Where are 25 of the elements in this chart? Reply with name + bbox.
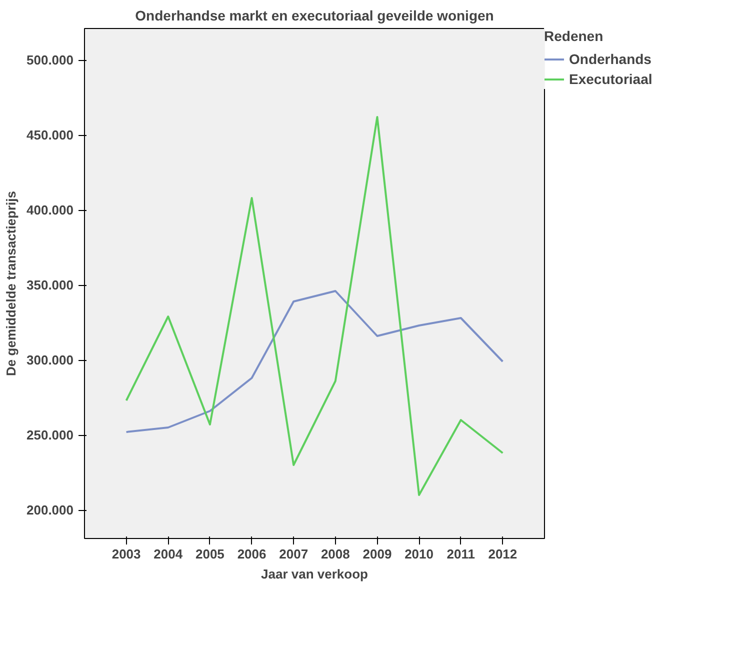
x-tick-label: 2005 [195, 546, 224, 562]
legend-title: Redenen [544, 28, 604, 44]
y-axis-title: De gemiddelde transactieprijs [4, 191, 19, 376]
legend-label: Executoriaal [569, 71, 652, 87]
y-tick-label: 200.000 [26, 502, 74, 518]
x-tick-label: 2011 [446, 546, 475, 562]
chart-title: Onderhandse markt en executoriaal geveilde wonigen [135, 8, 494, 24]
y-tick-label: 250.000 [26, 428, 74, 442]
x-tick-label: 2010 [404, 546, 434, 562]
x-tick-label: 2012 [488, 546, 518, 562]
x-tick-label: 2004 [154, 546, 184, 562]
line-series [125, 290, 504, 433]
x-axis-title: Jaar van verkoop [261, 566, 368, 582]
legend-label: Onderhands [569, 51, 652, 67]
x-tick-label: 2006 [237, 546, 266, 562]
x-tick-label: 2007 [279, 546, 308, 562]
x-tick-label: 2003 [112, 546, 141, 562]
x-tick-label: 2008 [320, 546, 350, 562]
line-series [125, 116, 504, 496]
y-tick-label: 450.000 [26, 128, 74, 142]
y-tick-label: 300.000 [26, 352, 74, 368]
y-tick-label: 350.000 [26, 278, 74, 292]
x-tick-label: 2009 [362, 546, 392, 562]
y-tick-label: 400.000 [26, 202, 74, 218]
y-tick-label: 500.000 [26, 52, 74, 68]
